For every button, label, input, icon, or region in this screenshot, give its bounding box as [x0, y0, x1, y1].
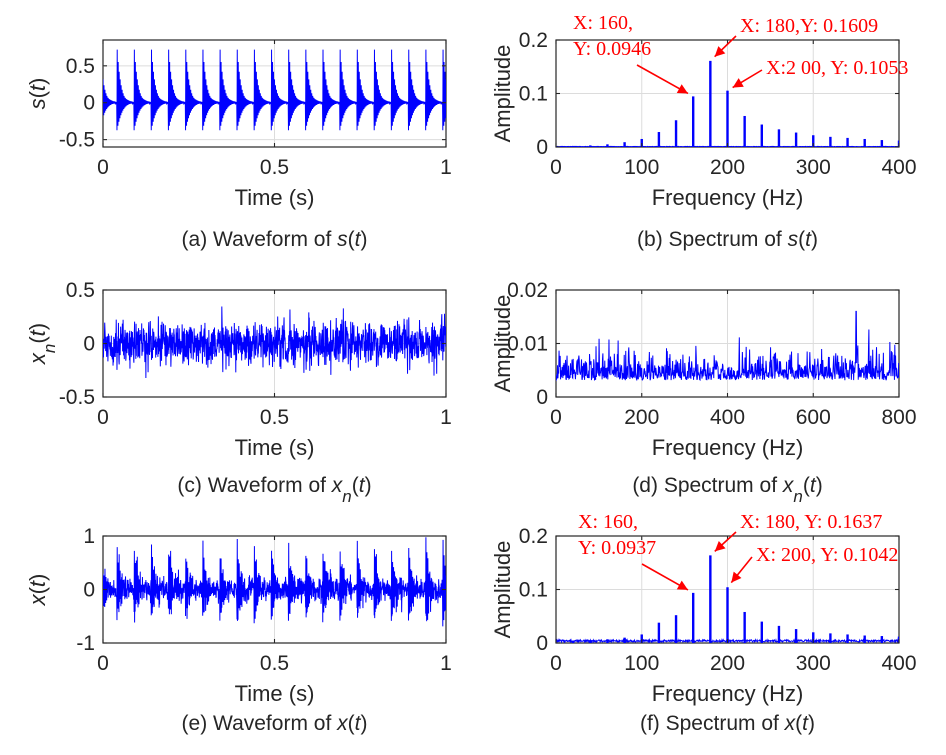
- annotation-arrowhead: [714, 46, 726, 57]
- x-tick-label: 0.5: [260, 156, 289, 179]
- x-axis-label: Frequency (Hz): [652, 681, 804, 706]
- waveform-line: [103, 306, 446, 379]
- x-axis-label: Time (s): [235, 435, 315, 460]
- x-tick-label: 300: [796, 156, 831, 179]
- x-tick-label: 100: [624, 156, 659, 179]
- y-axis-label-group: Amplitude: [490, 295, 515, 393]
- y-tick-label: 0.01: [507, 333, 548, 356]
- annotation-arrowhead: [676, 84, 688, 94]
- waveform-line: [103, 537, 446, 627]
- y-tick-label: 0.2: [519, 29, 548, 52]
- x-tick-label: 0: [97, 652, 109, 675]
- y-tick-label: 0: [83, 92, 95, 115]
- y-tick-label: 0: [536, 632, 548, 655]
- x-tick-label: 0: [97, 156, 109, 179]
- annotation-arrowhead: [732, 78, 744, 88]
- x-axis-label: Time (s): [235, 185, 315, 210]
- y-tick-label: 0.5: [66, 55, 95, 78]
- series: [103, 537, 446, 627]
- spectrum-line: [556, 310, 899, 382]
- panel-d: 0 200 400 600 800 0 0.01 0.02 Frequency (Hz) Ampl…: [490, 279, 917, 506]
- x-tick-label: 100: [624, 652, 659, 675]
- panel-caption: (c) Waveform of xn(t): [177, 474, 371, 506]
- x-tick-label: 1: [440, 156, 452, 179]
- x-tick-label: 200: [710, 156, 745, 179]
- x-tick-label: 0: [550, 156, 562, 179]
- y-axis-label-group: s(t): [25, 78, 50, 110]
- y-tick-label: -0.5: [59, 386, 95, 409]
- x-axis-label: Frequency (Hz): [652, 185, 804, 210]
- data-tip-label: X: 180,Y: 0.1609: [740, 15, 878, 37]
- y-tick-label: 0.02: [507, 279, 548, 302]
- x-axis-label: Time (s): [235, 681, 315, 706]
- annotation-arrowhead: [731, 571, 742, 583]
- x-tick-label: 200: [710, 652, 745, 675]
- x-tick-label: 300: [796, 652, 831, 675]
- y-axis-label: Amplitude: [490, 541, 515, 639]
- panel-f: 0 100 200 300 400 0 0.1 0.2 Frequency (Hz) Amplit…: [490, 511, 917, 735]
- y-tick-label: 0.2: [519, 525, 548, 548]
- y-tick-label: -0.5: [59, 129, 95, 152]
- x-tick-label: 400: [710, 406, 745, 429]
- y-tick-label: 0: [536, 386, 548, 409]
- data-tip-label: Y: 0.0937: [578, 537, 656, 559]
- y-axis-label-group: Amplitude: [490, 541, 515, 639]
- y-tick-label: 0.1: [519, 579, 548, 602]
- y-tick-label: 0.1: [519, 83, 548, 106]
- y-tick-label: 0: [536, 136, 548, 159]
- y-axis-label-group: Amplitude: [490, 45, 515, 143]
- x-tick-label: 1: [440, 406, 452, 429]
- y-axis-label: Amplitude: [490, 45, 515, 143]
- y-tick-label: 0.5: [66, 279, 95, 302]
- panel-caption: (d) Spectrum of xn(t): [632, 474, 822, 506]
- y-tick-label: -1: [76, 632, 95, 655]
- panel-b: 0 100 200 300 400 0 0.1 0.2 Frequency (Hz) Amplit…: [490, 12, 917, 251]
- y-axis-label: x(t): [25, 574, 50, 607]
- x-tick-label: 0.5: [260, 652, 289, 675]
- x-tick-label: 0: [550, 406, 562, 429]
- y-axis-label-group: xn(t): [25, 323, 59, 365]
- x-tick-label: 800: [881, 406, 916, 429]
- y-tick-label: 1: [83, 525, 95, 548]
- series: [103, 49, 446, 131]
- x-tick-label: 0: [97, 406, 109, 429]
- x-tick-label: 0: [550, 652, 562, 675]
- data-tip-label: X: 160,: [573, 12, 633, 34]
- y-axis-label-group: x(t): [25, 574, 50, 607]
- x-tick-label: 400: [881, 652, 916, 675]
- y-axis-label: s(t): [25, 78, 50, 110]
- series: [103, 306, 446, 379]
- panel-caption: (e) Waveform of x(t): [182, 712, 368, 735]
- data-tip-label: Y: 0.0946: [573, 38, 651, 60]
- data-tip-label: X:2 00, Y: 0.1053: [766, 57, 908, 79]
- y-axis-label: Amplitude: [490, 295, 515, 393]
- data-tip-label: X: 200, Y: 0.1042: [756, 544, 898, 566]
- y-tick-label: 0: [83, 333, 95, 356]
- x-tick-label: 200: [624, 406, 659, 429]
- annotation-arrowhead: [676, 580, 688, 590]
- series: [556, 310, 899, 382]
- y-tick-label: 0: [83, 579, 95, 602]
- x-tick-label: 0.5: [260, 406, 289, 429]
- data-tip-label: X: 180, Y: 0.1637: [740, 511, 882, 533]
- panel-caption: (a) Waveform of s(t): [182, 228, 368, 251]
- data-tip-label: X: 160,: [578, 511, 638, 533]
- panel-caption: (b) Spectrum of s(t): [637, 228, 818, 251]
- waveform-line: [103, 49, 446, 131]
- x-tick-label: 400: [881, 156, 916, 179]
- y-axis-label: xn(t): [25, 323, 59, 365]
- x-axis-label: Frequency (Hz): [652, 435, 804, 460]
- annotation-arrowhead: [714, 540, 726, 552]
- panel-caption: (f) Spectrum of x(t): [640, 712, 815, 735]
- x-tick-label: 1: [440, 652, 452, 675]
- x-tick-label: 600: [796, 406, 831, 429]
